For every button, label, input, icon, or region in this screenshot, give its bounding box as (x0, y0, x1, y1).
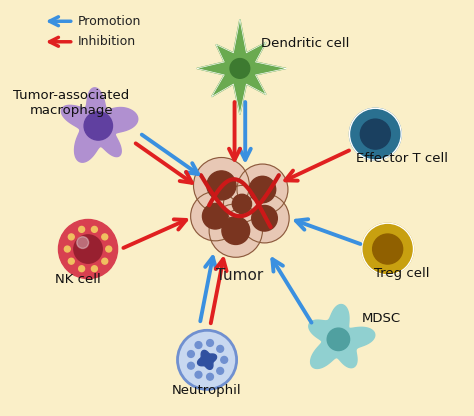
Circle shape (209, 204, 263, 257)
Text: Treg cell: Treg cell (374, 267, 430, 280)
Circle shape (64, 246, 70, 252)
Circle shape (195, 371, 202, 378)
Circle shape (77, 237, 89, 248)
Text: MDSC: MDSC (362, 312, 401, 325)
Circle shape (177, 330, 237, 389)
Text: Tumor-associated
macrophage: Tumor-associated macrophage (13, 89, 130, 117)
Circle shape (240, 193, 289, 243)
Circle shape (207, 171, 236, 200)
Circle shape (217, 345, 224, 352)
Circle shape (362, 223, 413, 275)
Circle shape (106, 246, 112, 252)
Polygon shape (198, 350, 217, 369)
Text: Promotion: Promotion (78, 15, 141, 28)
Circle shape (102, 258, 108, 264)
Circle shape (79, 226, 84, 232)
Circle shape (327, 328, 350, 351)
Circle shape (207, 373, 213, 380)
Text: Inhibition: Inhibition (78, 35, 136, 48)
Circle shape (349, 108, 401, 160)
Circle shape (91, 226, 97, 232)
Circle shape (202, 203, 228, 229)
Text: Tumor: Tumor (216, 267, 264, 282)
Circle shape (373, 234, 402, 264)
Text: Effector T cell: Effector T cell (356, 152, 448, 165)
Circle shape (188, 362, 194, 369)
Circle shape (360, 119, 390, 149)
Circle shape (217, 367, 224, 374)
Circle shape (68, 258, 74, 264)
Circle shape (193, 158, 249, 213)
Circle shape (230, 59, 250, 78)
Circle shape (58, 220, 118, 279)
Text: Neutrophil: Neutrophil (172, 384, 242, 397)
Circle shape (68, 234, 74, 240)
Text: NK cell: NK cell (55, 273, 100, 286)
Circle shape (207, 339, 213, 347)
Text: Dendritic cell: Dendritic cell (261, 37, 350, 50)
Circle shape (252, 206, 277, 231)
Polygon shape (197, 19, 286, 115)
Circle shape (223, 186, 260, 223)
Circle shape (74, 235, 102, 263)
Polygon shape (309, 305, 375, 369)
Circle shape (232, 194, 252, 213)
Circle shape (237, 164, 288, 215)
Circle shape (91, 266, 97, 272)
Circle shape (191, 192, 240, 241)
Circle shape (102, 234, 108, 240)
Polygon shape (61, 88, 138, 162)
Circle shape (222, 217, 250, 245)
Circle shape (221, 357, 228, 363)
Circle shape (249, 176, 276, 203)
Circle shape (84, 112, 112, 140)
Circle shape (195, 342, 202, 349)
Circle shape (79, 266, 84, 272)
Circle shape (188, 351, 194, 357)
